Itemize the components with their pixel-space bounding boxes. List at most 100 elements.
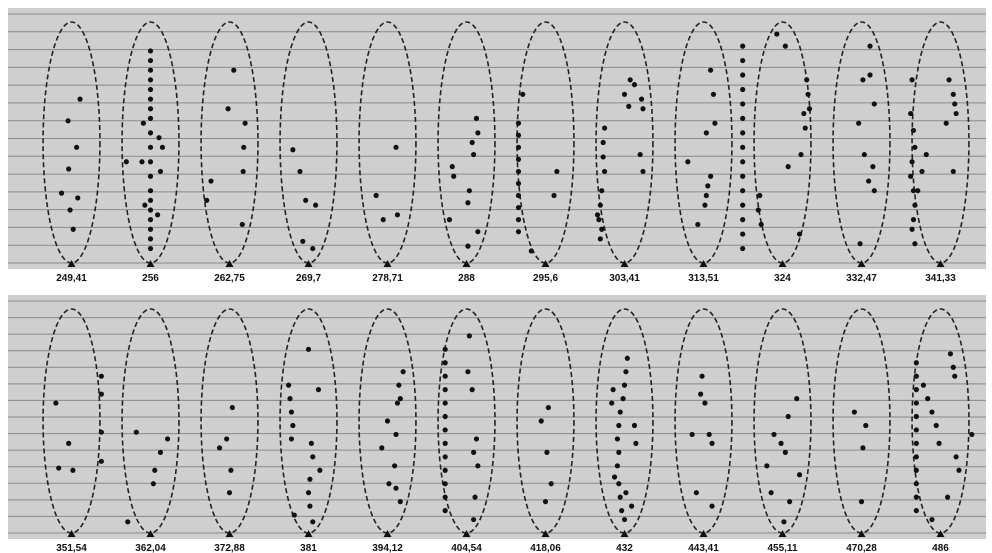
data-point	[475, 130, 481, 136]
data-point	[851, 409, 857, 415]
data-point	[597, 236, 603, 242]
data-point	[216, 445, 223, 451]
group-apex-marker	[225, 260, 234, 267]
data-point	[866, 178, 872, 184]
data-point	[515, 192, 522, 199]
data-point	[637, 151, 643, 158]
data-point	[768, 490, 774, 496]
data-point	[241, 144, 247, 150]
data-point	[871, 188, 877, 194]
data-point	[147, 226, 154, 232]
data-point	[551, 192, 557, 199]
data-point	[394, 212, 401, 218]
group-label: 443,41	[688, 543, 719, 553]
data-point	[147, 245, 154, 252]
data-point	[140, 120, 146, 126]
data-point	[380, 217, 386, 223]
data-point	[310, 245, 316, 252]
group-label: 470,28	[846, 543, 877, 553]
data-point	[860, 77, 866, 83]
data-point	[315, 387, 322, 393]
data-point	[442, 427, 448, 433]
data-point	[308, 440, 314, 446]
group-apex-marker	[699, 260, 708, 267]
data-point	[912, 241, 918, 247]
group-apex-marker	[620, 260, 629, 267]
data-point	[442, 387, 448, 393]
data-point	[913, 387, 919, 393]
data-point	[710, 91, 717, 97]
data-point	[599, 226, 605, 232]
data-point	[469, 139, 475, 146]
data-point	[224, 436, 230, 442]
data-point	[554, 168, 560, 175]
data-point	[157, 449, 164, 455]
data-point	[623, 490, 629, 496]
data-point	[913, 440, 919, 446]
data-point	[465, 200, 471, 206]
data-point	[913, 481, 919, 487]
data-point	[919, 168, 925, 175]
data-point	[912, 202, 918, 208]
data-point	[393, 431, 399, 438]
data-point	[601, 125, 608, 131]
data-point	[693, 490, 699, 496]
data-point	[98, 429, 104, 435]
data-point	[740, 217, 746, 223]
data-point	[473, 436, 480, 442]
data-point	[706, 431, 712, 438]
group-label: 332,47	[846, 273, 877, 284]
data-point	[703, 192, 709, 199]
group-label: 372,88	[214, 543, 245, 553]
data-point	[950, 364, 956, 370]
data-point	[473, 115, 480, 121]
group-apex-marker	[146, 530, 155, 537]
data-point	[699, 373, 705, 379]
data-point	[147, 67, 154, 73]
group-apex-marker	[146, 260, 155, 267]
data-point	[740, 72, 746, 78]
group-label: 288	[458, 273, 475, 284]
data-point	[771, 431, 777, 438]
data-point	[781, 519, 787, 525]
data-point	[442, 467, 448, 473]
data-point	[705, 183, 711, 189]
data-point	[857, 241, 863, 247]
group-label: 303,41	[609, 273, 640, 284]
group-label: 278,71	[372, 273, 403, 284]
data-point	[147, 48, 154, 54]
data-point	[442, 346, 448, 352]
data-point	[147, 236, 154, 242]
group-apex-marker	[304, 530, 313, 537]
group-apex-marker	[541, 530, 550, 537]
data-point	[242, 120, 248, 126]
data-point	[689, 431, 695, 438]
data-point	[740, 101, 746, 107]
data-point	[609, 400, 615, 406]
data-point	[923, 151, 929, 158]
data-point	[787, 499, 793, 505]
data-point	[740, 245, 746, 252]
data-point	[147, 115, 154, 121]
data-point	[610, 387, 616, 393]
data-point	[627, 77, 633, 83]
data-point	[929, 516, 935, 523]
data-point	[515, 217, 522, 223]
data-point	[229, 404, 235, 411]
data-point	[616, 481, 622, 487]
data-point	[465, 369, 471, 375]
data-point	[782, 43, 788, 49]
data-point	[471, 516, 477, 523]
data-point	[740, 130, 746, 136]
data-point	[867, 72, 873, 78]
data-point	[98, 391, 104, 397]
data-point	[913, 454, 919, 460]
data-point	[239, 221, 245, 228]
data-point	[545, 404, 551, 411]
data-point	[386, 481, 392, 487]
data-point	[740, 231, 746, 237]
data-point	[740, 43, 746, 49]
data-point	[796, 472, 803, 478]
data-point	[619, 508, 625, 514]
